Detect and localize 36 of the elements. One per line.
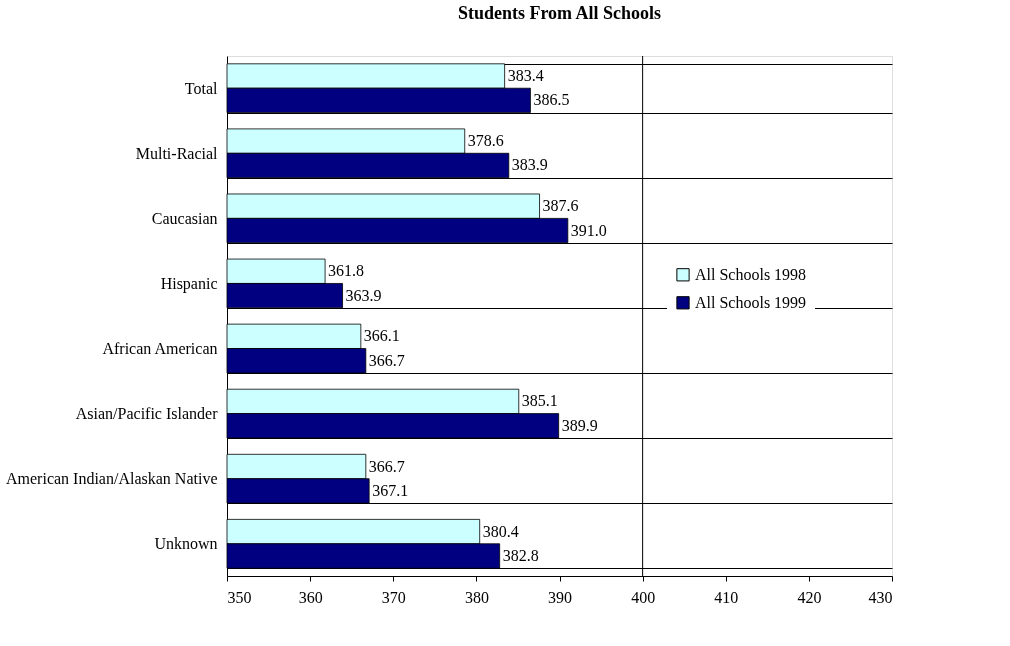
x-tick-label: 390 — [548, 588, 572, 606]
y-tick-label: Unknown — [154, 535, 218, 553]
legend-label: All Schools 1999 — [695, 293, 807, 311]
chart-title: Students From All Schools — [457, 3, 662, 23]
data-label: 385.1 — [521, 392, 558, 410]
x-tick-label: 430 — [868, 588, 893, 606]
y-tick-label: Total — [184, 79, 219, 97]
data-label: 363.9 — [345, 286, 382, 304]
data-label: 387.6 — [542, 197, 579, 215]
data-label: 361.8 — [328, 262, 365, 280]
data-label: 367.1 — [372, 481, 409, 499]
data-label: 366.7 — [368, 457, 405, 475]
x-tick-label: 420 — [797, 588, 822, 606]
y-tick-label: Asian/Pacific Islander — [75, 405, 219, 423]
x-tick-label: 380 — [464, 588, 489, 606]
data-label: 386.5 — [533, 91, 570, 109]
x-tick-label: 360 — [298, 588, 323, 606]
data-label: 380.4 — [482, 522, 519, 540]
legend-label: All Schools 1998 — [695, 265, 807, 283]
data-label: 391.0 — [570, 221, 607, 239]
y-tick-label: Multi-Racial — [135, 144, 219, 162]
data-label: 382.8 — [502, 546, 539, 564]
data-label: 366.7 — [368, 351, 405, 369]
x-tick-label: 410 — [714, 588, 739, 606]
data-label: 389.9 — [561, 416, 598, 434]
y-tick-label: American Indian/Alaskan Native — [6, 470, 218, 488]
data-label: 378.6 — [467, 132, 504, 150]
x-tick-label: 350 — [227, 588, 252, 606]
data-label: 383.4 — [507, 67, 544, 85]
y-tick-label: African American — [102, 340, 218, 358]
y-tick-label: Hispanic — [160, 274, 218, 293]
x-tick-label: 400 — [631, 588, 656, 606]
y-tick-label: Caucasian — [151, 209, 218, 227]
data-label: 383.9 — [511, 156, 548, 174]
x-tick-label: 370 — [381, 588, 406, 606]
data-label: 366.1 — [363, 327, 400, 345]
